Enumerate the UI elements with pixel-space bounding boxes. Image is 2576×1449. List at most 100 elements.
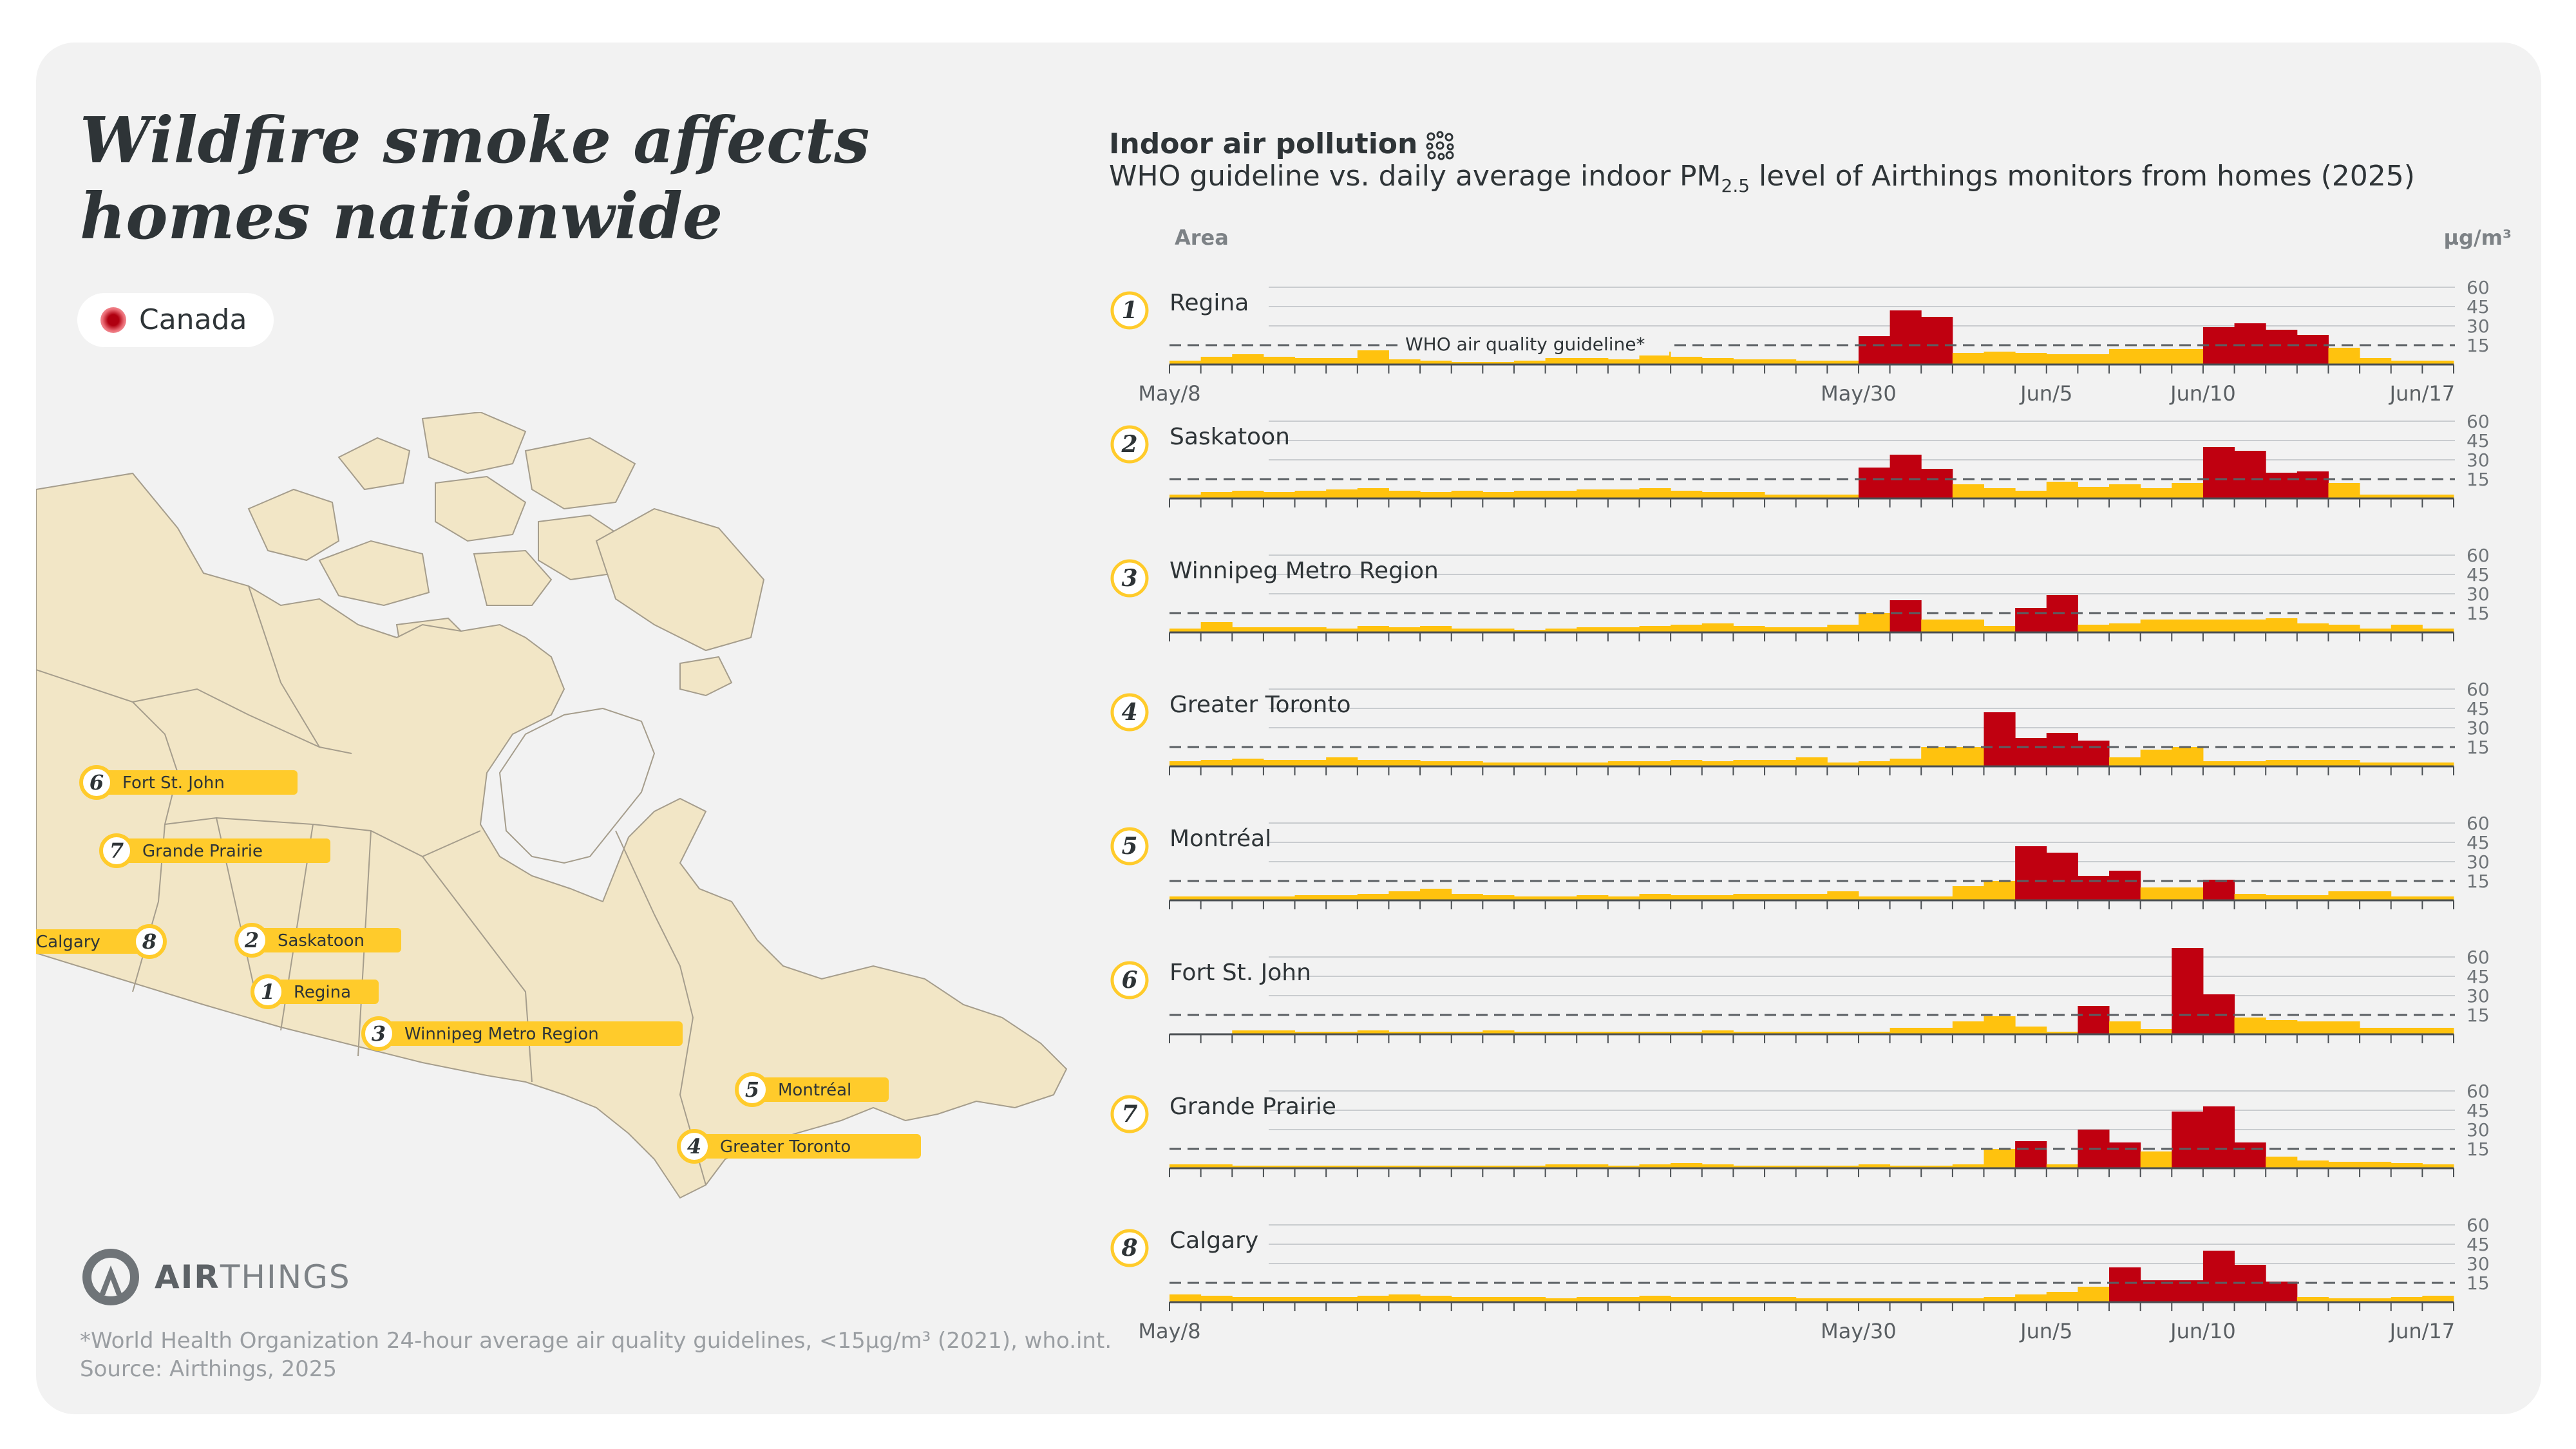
bar <box>1577 1032 1609 1034</box>
bar <box>2015 1294 2047 1302</box>
bar <box>1952 886 1984 900</box>
bar <box>1388 359 1421 365</box>
y-tick-label: 30 <box>2467 450 2490 471</box>
area-number-badge <box>1110 961 1149 999</box>
bar <box>1858 468 1891 498</box>
bar <box>1607 1032 1640 1034</box>
brand-bold: AIR <box>155 1258 220 1296</box>
bar <box>1482 629 1515 632</box>
y-tick-label: 45 <box>2467 1234 2490 1255</box>
bar <box>1952 353 1984 365</box>
bar <box>1795 757 1828 766</box>
x-tick-label: May/30 <box>1821 1319 1897 1343</box>
x-tick-label: May/30 <box>1821 381 1897 406</box>
bar <box>2297 471 2329 498</box>
bar <box>1671 625 1703 632</box>
legend-label: Canada <box>139 303 247 336</box>
bar <box>1357 1296 1389 1302</box>
bar <box>2078 741 2110 766</box>
area-number: 8 <box>1121 1235 1137 1262</box>
map-marker-badge <box>251 974 285 1009</box>
bar <box>1263 1030 1296 1034</box>
bar <box>1921 469 1953 498</box>
bar <box>1420 889 1452 900</box>
bar <box>1671 1032 1703 1034</box>
bar <box>1889 600 1922 632</box>
area-number-badge <box>1110 1095 1149 1133</box>
bar <box>1232 1297 1264 1302</box>
bar <box>2172 887 2204 900</box>
bar <box>1607 896 1640 900</box>
subtitle-part-a: WHO guideline vs. daily average indoor P… <box>1109 160 1721 193</box>
area-number: 1 <box>1121 297 1137 324</box>
area-label: Winnipeg Metro Region <box>1170 558 1439 584</box>
bar <box>2328 483 2360 498</box>
map-label-box <box>276 980 379 1004</box>
bar <box>1765 1032 1797 1034</box>
hudson-bay <box>498 707 656 864</box>
map-marker-fort-st-john: Fort St. John 6 <box>79 765 298 800</box>
y-tick-label: 60 <box>2467 1081 2490 1102</box>
area-label: Regina <box>1170 290 1249 316</box>
bar <box>1294 627 1327 632</box>
bar <box>2328 625 2360 632</box>
area-label: Grande Prairie <box>1170 1094 1336 1120</box>
bar <box>1420 1032 1452 1034</box>
bar <box>1733 894 1765 900</box>
arctic-islands <box>247 412 765 697</box>
bar <box>1984 488 2016 498</box>
canada-map: Regina 1 Saskatoon 2 Winnipeg Metro Region 3 G… <box>36 412 1068 1199</box>
bar <box>2234 451 2266 498</box>
bar <box>1577 358 1609 365</box>
bar <box>1984 626 2016 632</box>
bar <box>1451 629 1483 632</box>
bar <box>1577 627 1609 632</box>
y-tick-label: 30 <box>2467 583 2490 605</box>
bar <box>1889 455 1922 498</box>
bar <box>2046 733 2078 766</box>
bar <box>1451 894 1483 900</box>
y-tick-label: 15 <box>2467 737 2490 758</box>
bar <box>1795 1166 1828 1168</box>
bar <box>1889 1166 1922 1168</box>
bar <box>2202 1251 2235 1302</box>
map-label-text: Winnipeg Metro Region <box>404 1025 599 1044</box>
area-number-badge <box>1110 693 1149 732</box>
bar <box>1889 896 1922 900</box>
bar <box>1170 495 1202 498</box>
bar <box>1513 491 1546 498</box>
bar <box>2297 760 2329 766</box>
bar <box>1357 350 1389 365</box>
y-tick-label: 60 <box>2467 411 2490 432</box>
bar <box>2360 358 2392 365</box>
bar <box>1513 361 1546 365</box>
unit-header: µg/m³ <box>2444 225 2512 250</box>
legend-pill: Canada <box>77 293 274 347</box>
guideline-label-bg <box>1399 330 1669 355</box>
bar <box>1388 1032 1421 1034</box>
map-marker-number: 3 <box>372 1021 386 1046</box>
bar <box>1607 761 1640 766</box>
map-marker-regina: Regina 1 <box>251 974 379 1009</box>
bar <box>2172 349 2204 365</box>
bar <box>1420 492 1452 498</box>
bar <box>1795 627 1828 632</box>
bar <box>1984 352 2016 365</box>
subtitle-part-b: level of Airthings monitors from homes (… <box>1750 160 2415 193</box>
bar <box>1482 1297 1515 1302</box>
bar <box>1984 712 2016 766</box>
bar <box>2202 620 2235 632</box>
bar <box>2328 1021 2360 1034</box>
map-label-box <box>104 770 298 795</box>
bar <box>1451 491 1483 498</box>
bar <box>1263 492 1296 498</box>
bar <box>2234 620 2266 632</box>
bar <box>2046 1292 2078 1302</box>
bar <box>1200 760 1233 766</box>
bar <box>2140 1280 2172 1302</box>
bar <box>1607 1166 1640 1168</box>
bar <box>2202 1106 2235 1168</box>
headline-line-2: homes nationwide <box>80 180 723 254</box>
